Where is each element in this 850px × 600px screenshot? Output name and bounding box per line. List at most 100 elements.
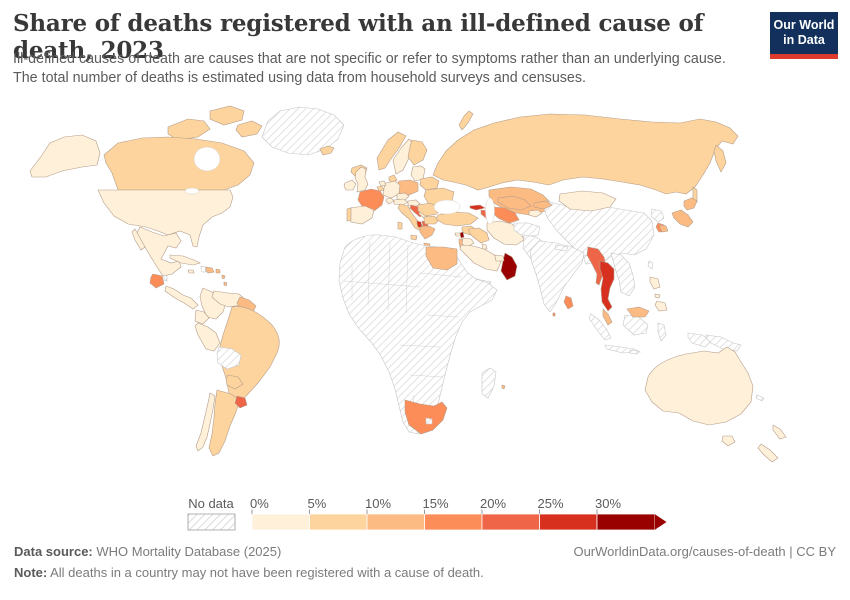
country-united-states[interactable] <box>98 190 233 247</box>
country-kyrgyzstan[interactable] <box>534 201 552 209</box>
region-lesser-antilles-1[interactable] <box>222 275 225 279</box>
country-russia[interactable] <box>433 114 738 194</box>
country-greece[interactable] <box>420 226 435 239</box>
country-kuwait[interactable] <box>482 244 487 249</box>
country-greenland[interactable] <box>262 107 344 155</box>
country-japan-honshu[interactable] <box>672 210 693 227</box>
country-haiti[interactable] <box>201 266 206 272</box>
country-jordan[interactable] <box>462 238 474 247</box>
country-italy-sicily[interactable] <box>411 235 417 240</box>
country-norway[interactable] <box>377 132 406 170</box>
country-russia-kamchatka[interactable] <box>714 145 726 172</box>
country-russia-sakhalin[interactable] <box>693 187 697 202</box>
country-indonesia-sumatra[interactable] <box>589 314 611 340</box>
country-malaysia-borneo[interactable] <box>627 307 649 317</box>
country-belize[interactable] <box>164 275 167 281</box>
country-canada-arctic-1[interactable] <box>168 119 210 140</box>
country-portugal[interactable] <box>347 208 351 221</box>
country-france[interactable] <box>358 189 384 211</box>
country-indonesia-papua[interactable] <box>688 333 711 347</box>
country-india[interactable] <box>530 241 584 312</box>
country-iraq[interactable] <box>469 228 489 243</box>
country-new-caledonia[interactable] <box>756 395 764 401</box>
country-united-states-alaska[interactable] <box>30 135 100 177</box>
country-bulgaria[interactable] <box>424 216 439 224</box>
country-japan-kyushu[interactable] <box>660 225 668 232</box>
country-afghanistan[interactable] <box>514 223 540 237</box>
country-thailand[interactable] <box>600 261 614 311</box>
country-philippines-visayas[interactable] <box>655 294 660 298</box>
country-czechia[interactable] <box>397 193 409 200</box>
country-paraguay[interactable] <box>226 375 243 389</box>
country-jamaica[interactable] <box>188 270 194 273</box>
country-switzerland[interactable] <box>386 198 394 204</box>
country-russia-novaya-zemlya[interactable] <box>459 111 473 130</box>
country-ireland[interactable] <box>344 180 356 190</box>
country-austria[interactable] <box>394 199 408 205</box>
legend-bin-swatch-15-20[interactable] <box>425 514 483 530</box>
country-ecuador[interactable] <box>195 310 209 324</box>
region-africa-mainland[interactable] <box>339 235 497 434</box>
country-australia[interactable] <box>645 347 753 425</box>
legend-bin-swatch-0-5[interactable] <box>252 514 310 530</box>
country-oman[interactable] <box>501 253 517 280</box>
country-georgia[interactable] <box>470 205 485 210</box>
region-lesser-antilles-2[interactable] <box>224 282 227 286</box>
country-mauritius[interactable] <box>502 385 505 389</box>
legend-bin-swatch-10-15[interactable] <box>367 514 425 530</box>
legend-no-data-swatch[interactable] <box>188 514 235 530</box>
country-papua-new-guinea[interactable] <box>706 335 741 351</box>
country-malaysia-peninsula[interactable] <box>603 309 612 325</box>
legend-bin-swatch-25-30[interactable] <box>540 514 598 530</box>
legend-bin-swatch-5-10[interactable] <box>310 514 368 530</box>
country-lesotho[interactable] <box>426 418 432 424</box>
country-saudi-arabia[interactable] <box>460 245 501 271</box>
attribution-link[interactable]: OurWorldinData.org/causes-of-death | CC … <box>573 544 836 559</box>
country-madagascar[interactable] <box>482 368 496 398</box>
country-cuba[interactable] <box>170 255 200 265</box>
country-lebanon[interactable] <box>460 232 464 238</box>
country-canada-arctic-3[interactable] <box>236 121 262 137</box>
country-japan-hokkaido[interactable] <box>684 198 697 210</box>
country-south-africa[interactable] <box>405 400 447 434</box>
country-mongolia[interactable] <box>559 191 616 211</box>
country-sri-lanka[interactable] <box>564 296 573 309</box>
country-guatemala[interactable] <box>150 274 164 288</box>
country-maldives[interactable] <box>553 313 555 316</box>
region-laos-vietnam-cambodia[interactable] <box>611 253 635 296</box>
country-indonesia-sulawesi[interactable] <box>658 323 666 341</box>
country-chile[interactable] <box>196 393 215 451</box>
country-indonesia-lesser-sunda[interactable] <box>630 350 638 354</box>
legend-bin-swatch-30[interactable] <box>597 514 655 530</box>
country-uzbekistan[interactable] <box>498 196 531 210</box>
country-united-kingdom[interactable] <box>355 167 368 192</box>
country-italy-sardinia[interactable] <box>398 222 402 229</box>
country-philippines-luzon[interactable] <box>650 277 660 289</box>
country-taiwan[interactable] <box>648 261 653 269</box>
country-egypt[interactable] <box>426 247 457 270</box>
country-united-arab-emirates[interactable] <box>495 255 504 261</box>
country-uruguay[interactable] <box>235 396 247 408</box>
region-central-america[interactable] <box>165 286 198 309</box>
country-north-korea[interactable] <box>651 209 664 222</box>
country-mexico[interactable] <box>137 227 181 276</box>
country-dominican-republic[interactable] <box>206 267 214 273</box>
country-indonesia-borneo[interactable] <box>623 315 648 335</box>
legend-bin-swatch-20-25[interactable] <box>482 514 540 530</box>
country-myanmar[interactable] <box>587 247 606 285</box>
country-canada[interactable] <box>104 137 254 190</box>
country-new-zealand-south[interactable] <box>758 444 778 462</box>
country-australia-tasmania[interactable] <box>722 436 735 446</box>
country-new-zealand-north[interactable] <box>773 425 786 439</box>
country-finland[interactable] <box>408 140 427 165</box>
country-belarus[interactable] <box>420 177 439 190</box>
country-norway-svalbard[interactable] <box>320 146 334 155</box>
country-puerto-rico[interactable] <box>216 269 220 273</box>
country-netherlands[interactable] <box>379 181 386 186</box>
country-bolivia[interactable] <box>217 347 241 369</box>
country-mexico-baja[interactable] <box>132 229 145 250</box>
country-tajikistan[interactable] <box>529 210 542 217</box>
owid-logo[interactable]: Our World in Data <box>770 12 838 59</box>
country-peru[interactable] <box>195 323 220 351</box>
country-nepal[interactable] <box>555 245 568 251</box>
